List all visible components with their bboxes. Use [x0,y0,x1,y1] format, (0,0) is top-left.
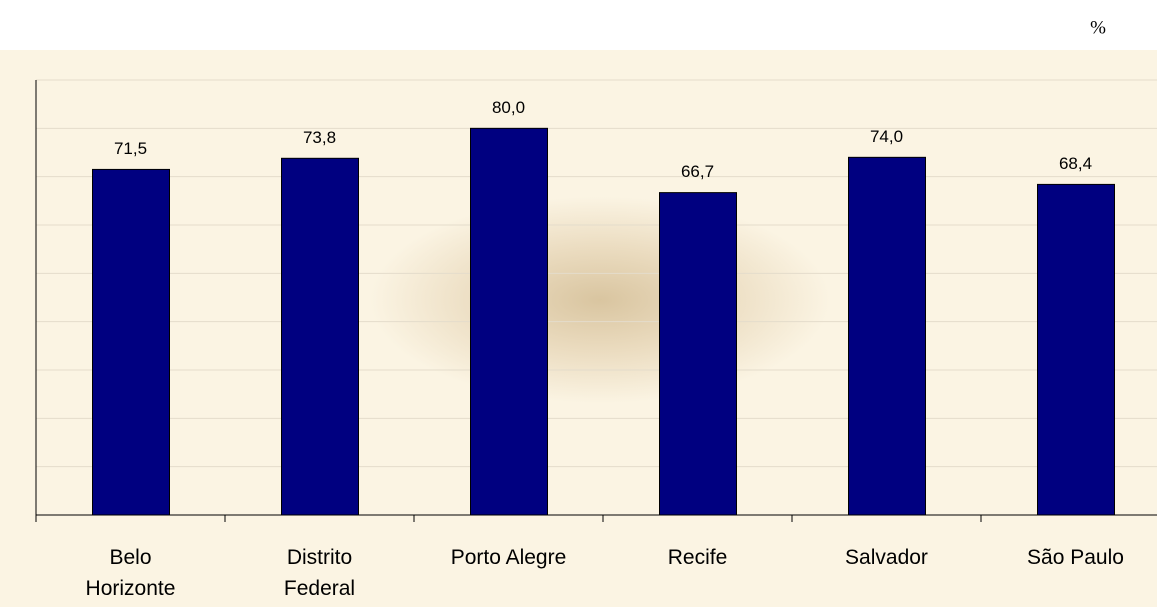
bar [659,192,737,516]
value-label: 66,7 [681,162,714,181]
value-label: 73,8 [303,128,336,147]
value-label: 80,0 [492,98,525,117]
x-tick-label: Salvador [845,546,928,569]
bar [281,157,359,516]
value-label: 71,5 [114,139,147,158]
bar [92,168,170,516]
x-tick-label: Distrito Federal [284,546,355,600]
x-tick-label: Recife [668,546,728,569]
chart-title: % [1090,17,1106,38]
bar [1037,183,1115,516]
x-tick-label: Belo Horizonte [86,546,176,600]
value-label: 74,0 [870,127,903,146]
value-label: 68,4 [1059,154,1092,173]
plot-glow [0,50,1157,607]
x-tick-label: Porto Alegre [451,546,567,569]
bar [470,127,548,516]
x-tick-label: São Paulo [1027,546,1124,569]
bar [848,156,926,516]
